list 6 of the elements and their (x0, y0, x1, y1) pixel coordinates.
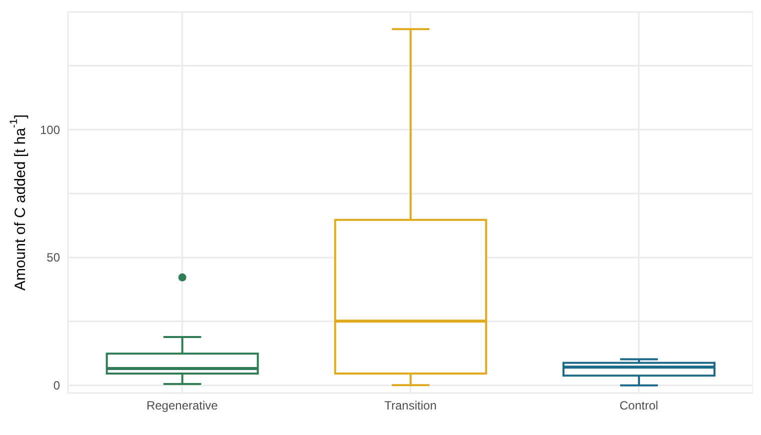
y-tick-label: 100 (40, 122, 60, 137)
y-tick-label: 0 (53, 378, 60, 393)
x-tick-label: Control (619, 398, 658, 413)
x-tick-label: Transition (384, 398, 437, 413)
x-tick-label: Regenerative (146, 398, 218, 413)
y-tick-label: 50 (46, 250, 60, 265)
